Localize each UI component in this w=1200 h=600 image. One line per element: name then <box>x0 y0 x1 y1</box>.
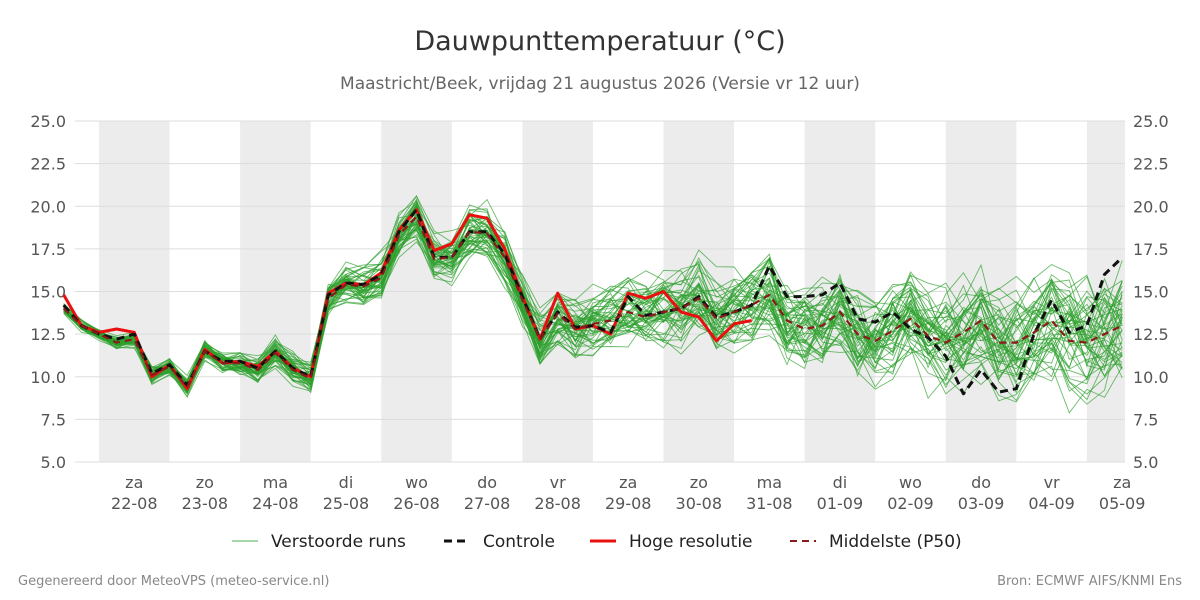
y-tick-right: 5.0 <box>1133 453 1158 472</box>
ensemble-member-line <box>63 216 1123 385</box>
x-tick-date: 28-08 <box>534 494 581 513</box>
y-tick-left: 25.0 <box>30 112 66 131</box>
y-axis-left: 25.0 22.5 20.0 17.5 15.0 12.5 10.0 7.5 5.0 <box>30 112 66 472</box>
x-tick-weekday: di <box>339 473 354 492</box>
ensemble-member-line <box>63 228 1123 390</box>
y-tick-right: 20.0 <box>1133 197 1169 216</box>
x-tick-weekday: ma <box>263 473 288 492</box>
ensemble-member-line <box>63 195 1123 387</box>
x-axis: za 22-08 zo 23-08 ma 24-08 di 25-08 wo 26-08 do 27-… <box>111 473 1145 513</box>
y-tick-left: 17.5 <box>30 240 66 259</box>
y-axis-right: 25.0 22.5 20.0 17.5 15.0 12.5 10.0 7.5 5.0 <box>1133 112 1169 472</box>
ensemble-member-line <box>63 207 1123 384</box>
footer-source: Bron: ECMWF AIFS/KNMI Ens <box>997 574 1182 589</box>
x-tick-weekday: zo <box>690 473 708 492</box>
ensemble-member-line <box>63 205 1123 387</box>
x-tick-date: 26-08 <box>393 494 440 513</box>
ensemble-member-line <box>63 217 1123 387</box>
chart-subtitle: Maastricht/Beek, vrijdag 21 augustus 202… <box>340 74 860 94</box>
y-tick-right: 7.5 <box>1133 410 1158 429</box>
ensemble-member-line <box>63 223 1123 384</box>
chart-title: Dauwpunttemperatuur (°C) <box>414 26 785 57</box>
ensemble-member-line <box>63 226 1123 389</box>
median-line <box>62 215 1123 389</box>
legend-label-control: Controle <box>483 532 555 552</box>
ensemble-member-line <box>63 223 1123 384</box>
y-tick-right: 25.0 <box>1133 112 1169 131</box>
y-tick-right: 22.5 <box>1133 155 1169 174</box>
x-tick-date: 23-08 <box>182 494 229 513</box>
x-tick-weekday: vr <box>550 473 566 492</box>
x-tick-weekday: za <box>1113 473 1131 492</box>
x-tick-date: 02-09 <box>887 494 934 513</box>
x-tick-weekday: ma <box>757 473 782 492</box>
y-tick-left: 5.0 <box>41 453 66 472</box>
y-tick-left: 10.0 <box>30 368 66 387</box>
y-tick-left: 12.5 <box>30 325 66 344</box>
ensemble-member-line <box>63 230 1123 391</box>
x-tick-weekday: za <box>619 473 637 492</box>
legend-label-median: Middelste (P50) <box>829 532 962 552</box>
x-tick-weekday: do <box>477 473 497 492</box>
x-tick-date: 22-08 <box>111 494 158 513</box>
x-tick-date: 03-09 <box>958 494 1005 513</box>
x-tick-weekday: di <box>833 473 848 492</box>
control-line <box>62 208 1124 396</box>
x-tick-date: 24-08 <box>252 494 299 513</box>
legend: Verstoorde runs Controle Hoge resolutie … <box>232 532 962 552</box>
x-tick-date: 01-09 <box>817 494 864 513</box>
x-tick-weekday: zo <box>196 473 214 492</box>
y-tick-right: 17.5 <box>1133 240 1169 259</box>
legend-label-high-res: Hoge resolutie <box>629 532 753 552</box>
footer-generator: Gegenereerd door MeteoVPS (meteo-service… <box>18 574 329 589</box>
x-tick-date: 29-08 <box>605 494 652 513</box>
legend-label-ensemble: Verstoorde runs <box>271 532 406 552</box>
x-tick-weekday: wo <box>405 473 428 492</box>
y-tick-right: 12.5 <box>1133 325 1169 344</box>
y-tick-left: 7.5 <box>41 410 66 429</box>
ensemble-member-line <box>63 205 1123 403</box>
ensemble-member-line <box>63 212 1123 392</box>
y-tick-left: 15.0 <box>30 283 66 302</box>
ensemble-member-line <box>63 195 1123 388</box>
x-tick-date: 05-09 <box>1099 494 1146 513</box>
x-tick-date: 25-08 <box>323 494 370 513</box>
x-tick-weekday: wo <box>899 473 922 492</box>
y-tick-left: 20.0 <box>30 197 66 216</box>
ensemble-member-line <box>63 204 1123 398</box>
x-tick-date: 30-08 <box>676 494 723 513</box>
y-tick-right: 10.0 <box>1133 368 1169 387</box>
x-tick-date: 04-09 <box>1028 494 1075 513</box>
x-tick-weekday: vr <box>1044 473 1060 492</box>
y-tick-right: 15.0 <box>1133 283 1169 302</box>
x-tick-date: 31-08 <box>746 494 793 513</box>
x-tick-weekday: za <box>125 473 143 492</box>
x-tick-weekday: do <box>971 473 991 492</box>
ensemble-member-line <box>63 208 1123 390</box>
main-series <box>62 208 1124 396</box>
x-tick-date: 27-08 <box>464 494 511 513</box>
y-tick-left: 22.5 <box>30 155 66 174</box>
ensemble-member-line <box>63 204 1123 395</box>
